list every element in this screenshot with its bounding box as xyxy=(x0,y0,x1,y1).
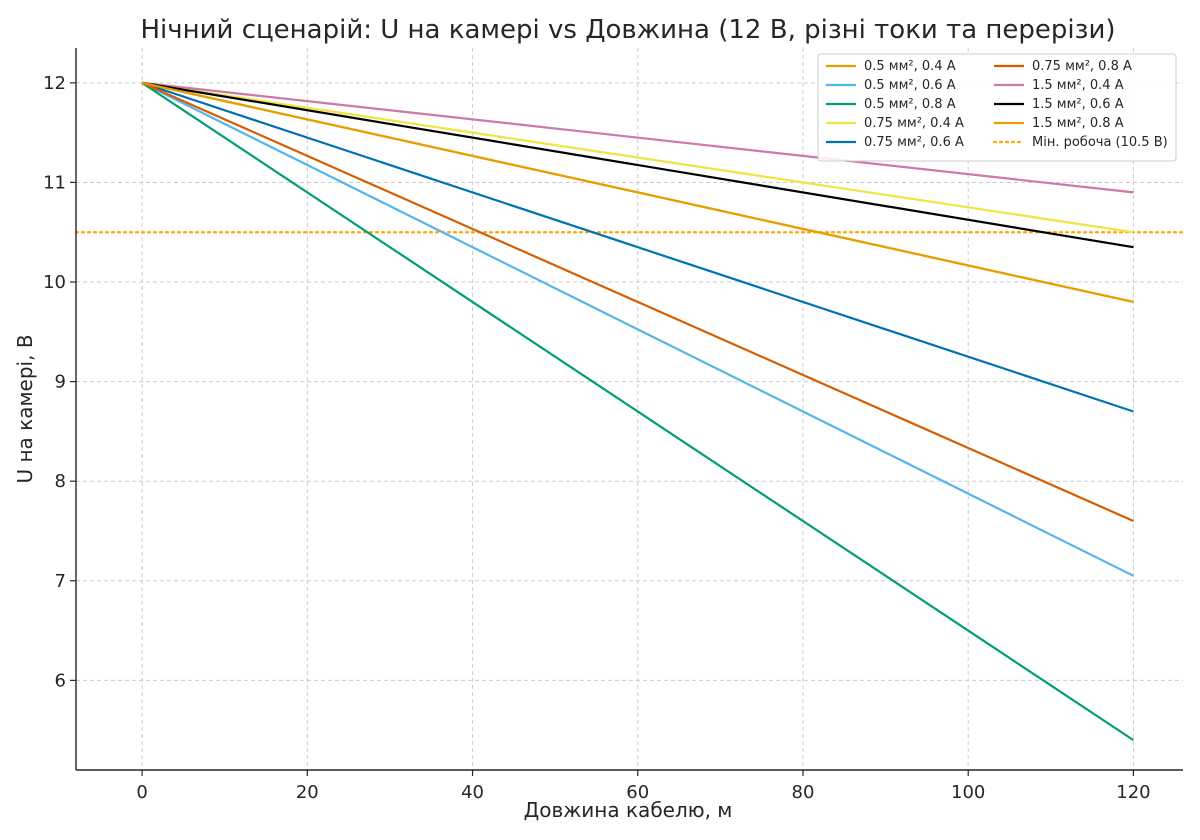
x-axis-label: Довжина кабелю, м xyxy=(524,798,733,822)
chart-title: Нічний сценарій: U на камері vs Довжина … xyxy=(141,15,1116,45)
series-line-3 xyxy=(141,81,1135,742)
axes xyxy=(70,48,1183,776)
legend-label: 0.5 мм², 0.8 А xyxy=(864,97,956,112)
series-line-8 xyxy=(141,81,1134,249)
y-tick-label: 6 xyxy=(55,670,66,691)
series-line-4 xyxy=(141,81,1134,234)
x-tick-label: 60 xyxy=(626,782,649,803)
legend-label: 0.5 мм², 0.6 А xyxy=(864,78,956,93)
series-line-9 xyxy=(141,81,1134,304)
y-tick-label: 7 xyxy=(55,571,66,592)
legend-label: 1.5 мм², 0.4 А xyxy=(1032,78,1124,93)
x-tick-label: 20 xyxy=(296,782,319,803)
y-axis-label: U на камері, В xyxy=(13,334,37,483)
y-tick-label: 11 xyxy=(43,172,66,193)
legend-label: 0.75 мм², 0.8 А xyxy=(1032,59,1132,74)
legend-label: 1.5 мм², 0.8 А xyxy=(1032,116,1124,131)
legend-label: 0.75 мм², 0.6 А xyxy=(864,135,964,150)
legend: 0.5 мм², 0.4 А 0.5 мм², 0.6 А 0.5 мм², 0.8… xyxy=(817,53,1177,162)
x-tick-label: 0 xyxy=(136,782,147,803)
series-line-6 xyxy=(141,81,1134,523)
x-tick-label: 40 xyxy=(461,782,484,803)
series-line-2 xyxy=(141,81,1134,577)
x-tick-label: 80 xyxy=(792,782,815,803)
series-line-5 xyxy=(141,81,1134,413)
y-tick-label: 10 xyxy=(43,272,66,293)
legend-label: Мін. робоча (10.5 В) xyxy=(1032,135,1168,150)
series-lines xyxy=(141,81,1135,742)
legend-box xyxy=(817,53,1177,162)
y-tick-label: 8 xyxy=(55,471,66,492)
series-line-7 xyxy=(141,81,1134,194)
x-tick-label: 120 xyxy=(1116,782,1150,803)
legend-label: 0.5 мм², 0.4 А xyxy=(864,59,956,74)
grid xyxy=(76,48,1183,770)
y-tick-label: 12 xyxy=(43,73,66,94)
y-tick-label: 9 xyxy=(55,372,66,393)
legend-label: 1.5 мм², 0.6 А xyxy=(1032,97,1124,112)
legend-label: 0.75 мм², 0.4 А xyxy=(864,116,964,131)
tick-labels: 0 20 40 60 80 100 120 6 7 8 9 10 11 12 xyxy=(43,73,1151,803)
x-tick-label: 100 xyxy=(951,782,985,803)
